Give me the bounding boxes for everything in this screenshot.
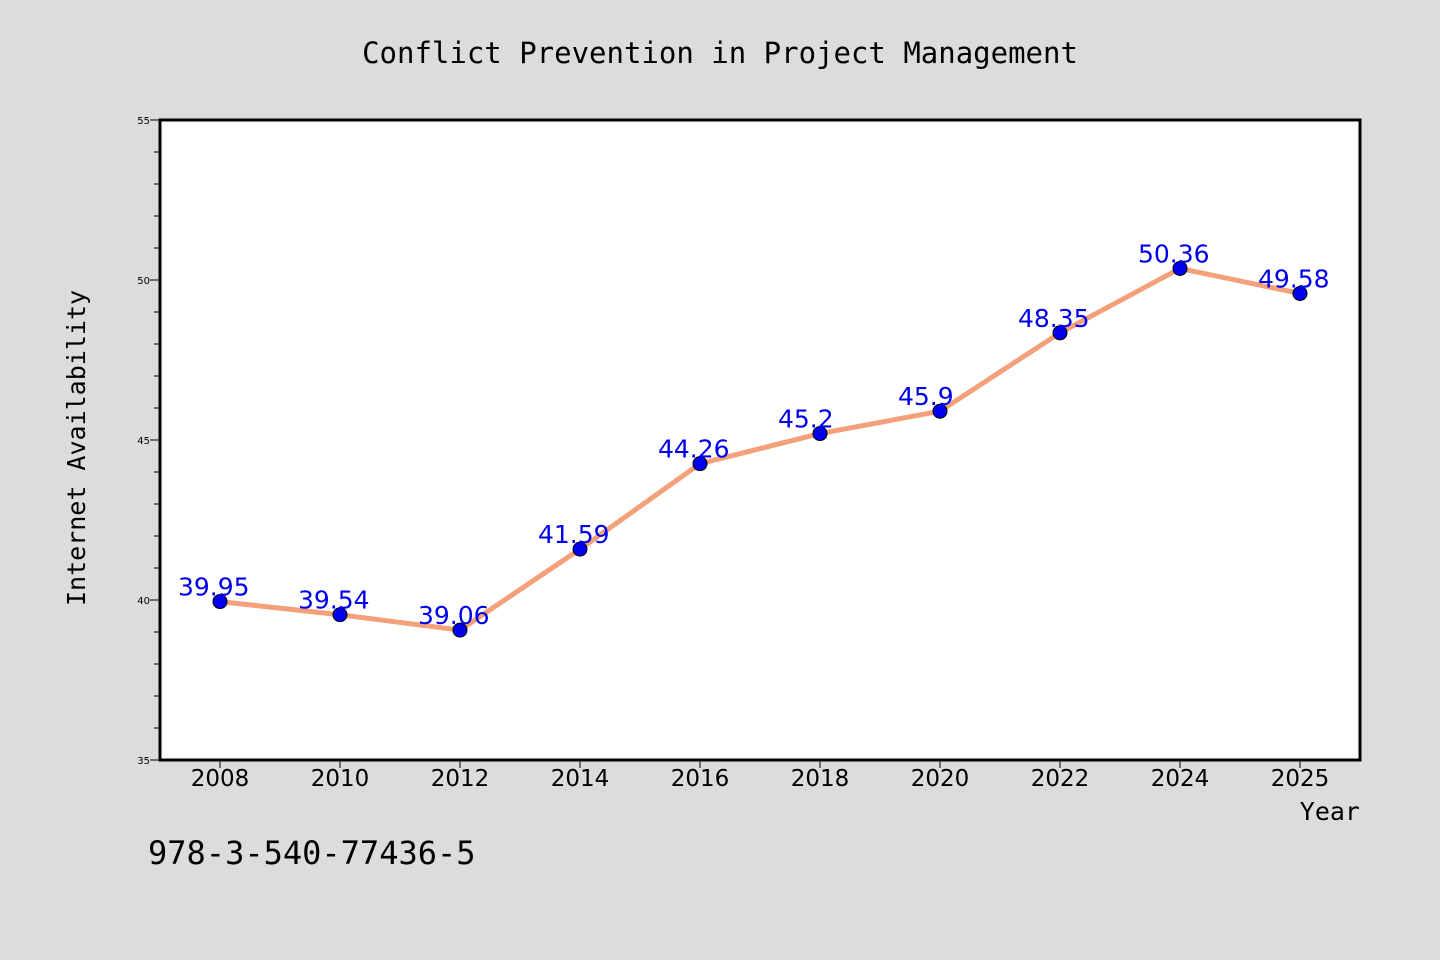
x-tick-label: 2014	[551, 766, 610, 792]
y-tick-label: 40	[137, 596, 150, 607]
data-point	[932, 403, 948, 419]
data-label: 45.9	[898, 382, 954, 411]
data-point	[692, 456, 708, 472]
x-tick-label: 2024	[1151, 766, 1210, 792]
data-point	[1172, 260, 1188, 276]
x-axis-label: Year	[1300, 797, 1360, 826]
data-label: 50.36	[1138, 239, 1210, 268]
y-tick-label: 35	[137, 756, 150, 767]
x-tick-label: 2020	[911, 766, 970, 792]
y-axis-ticks: 35 40 45 50 55	[137, 116, 160, 767]
y-tick-label: 55	[137, 116, 150, 127]
data-point	[212, 594, 228, 610]
data-point	[1292, 285, 1308, 301]
x-axis-ticks: 2008 2010 2012 2014 2016 2018 2020 2022 2024 2025	[191, 760, 1330, 792]
data-labels: 39.95 39.54 39.06 41.59 44.26 45.2 45.9 48.35 50…	[178, 239, 1330, 630]
data-point	[1052, 325, 1068, 341]
data-label: 39.95	[178, 573, 250, 602]
chart-title: Conflict Prevention in Project Managemen…	[362, 36, 1078, 70]
plot-frame	[158, 118, 1362, 762]
x-tick-label: 2008	[191, 766, 250, 792]
x-tick-label: 2018	[791, 766, 850, 792]
data-label: 39.54	[298, 586, 370, 615]
data-point	[332, 607, 348, 623]
annotation-text: 978-3-540-77436-5	[148, 834, 476, 872]
data-point	[452, 622, 468, 638]
data-label: 44.26	[658, 435, 730, 464]
data-label: 48.35	[1018, 304, 1090, 333]
data-markers	[212, 260, 1308, 638]
data-label: 45.2	[778, 405, 834, 434]
x-tick-label: 2010	[311, 766, 370, 792]
y-axis-label: Internet Availability	[62, 290, 91, 606]
data-label: 41.59	[538, 520, 610, 549]
x-tick-label: 2025	[1271, 766, 1330, 792]
series-line	[217, 265, 1303, 633]
data-label: 49.58	[1258, 264, 1330, 293]
y-tick-label: 50	[137, 276, 150, 287]
data-point	[812, 426, 828, 442]
y-tick-label: 45	[137, 436, 150, 447]
x-tick-label: 2022	[1031, 766, 1090, 792]
x-tick-label: 2012	[431, 766, 490, 792]
plot-area	[160, 120, 1360, 760]
data-label: 39.06	[418, 601, 490, 630]
data-point	[572, 541, 588, 557]
x-tick-label: 2016	[671, 766, 730, 792]
